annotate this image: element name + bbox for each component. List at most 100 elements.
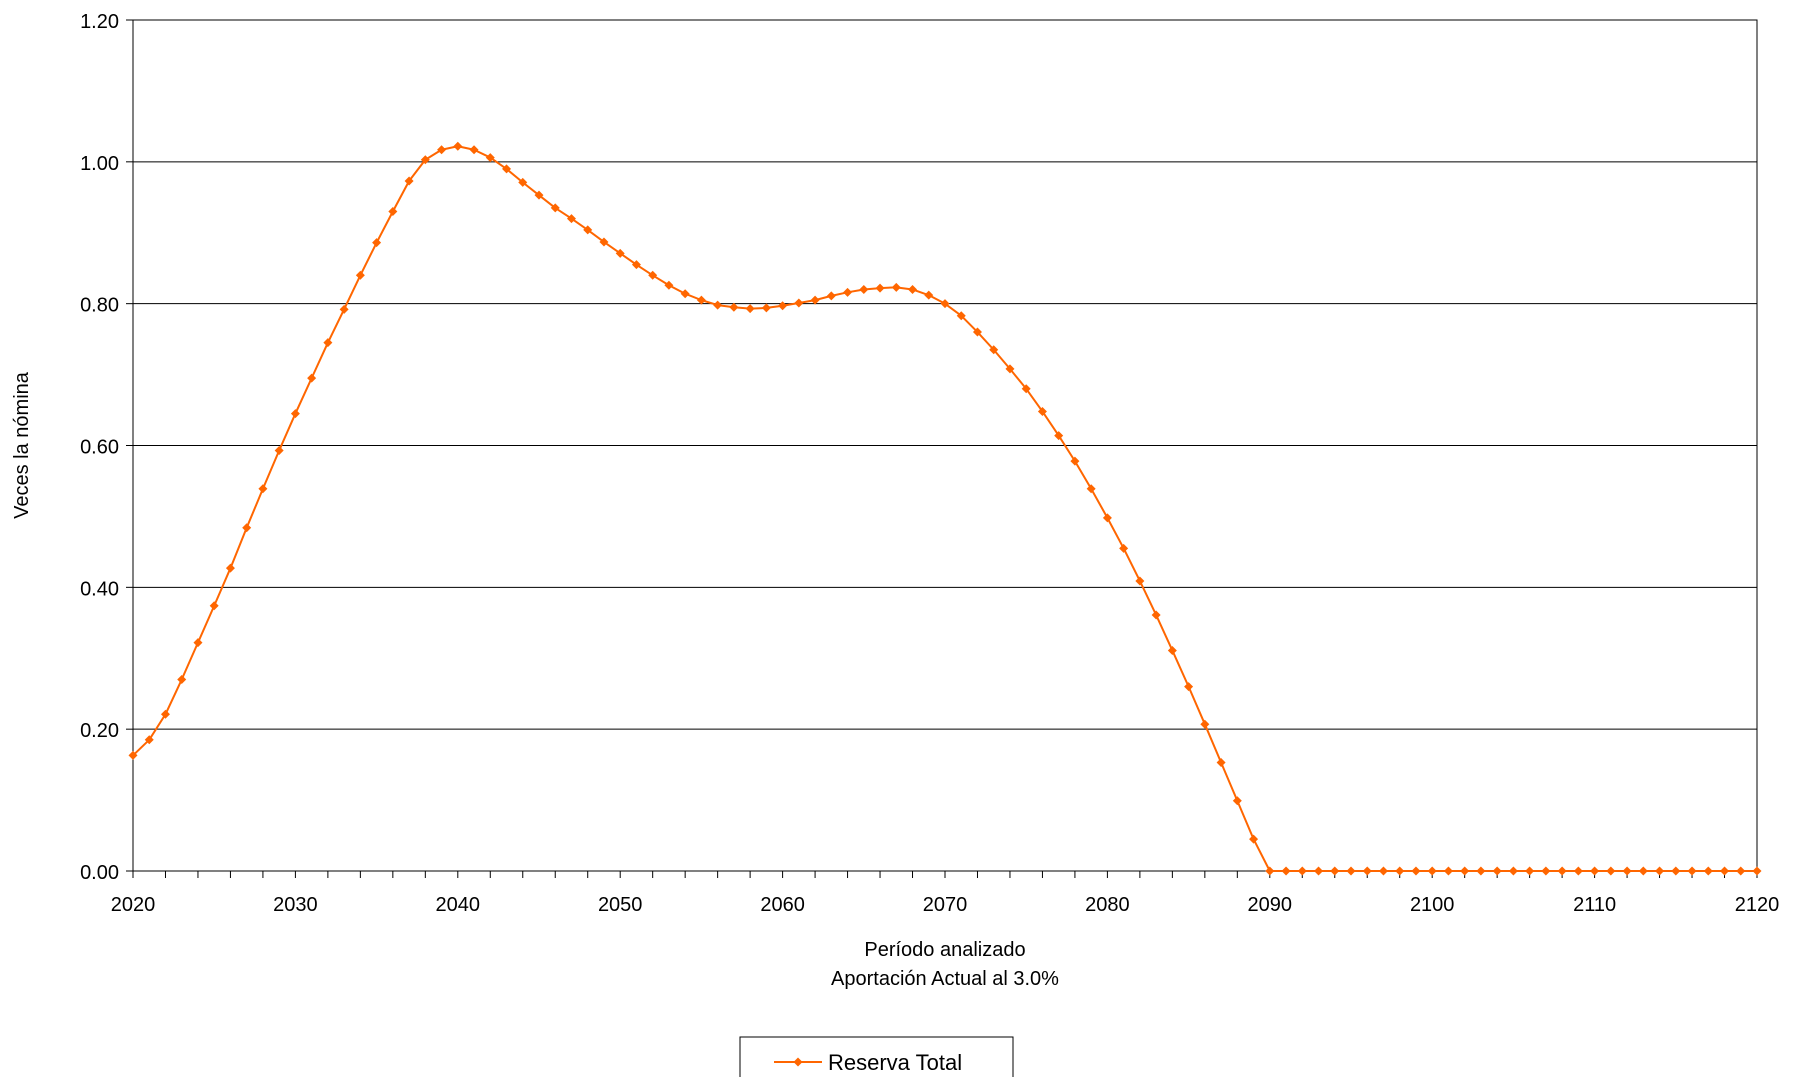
data-point-marker [599, 237, 609, 247]
data-point-marker [160, 709, 170, 719]
data-point-marker [502, 164, 512, 174]
y-tick-label: 1.00 [80, 153, 119, 175]
data-point-marker [1102, 513, 1112, 523]
y-axis-label: Veces la nómina [11, 371, 33, 519]
x-tick-label: 2080 [1085, 894, 1130, 916]
data-point-marker [1736, 866, 1746, 876]
data-point-marker [1443, 866, 1453, 876]
data-point-marker [485, 153, 495, 163]
data-point-marker [1265, 866, 1275, 876]
data-point-marker [1378, 866, 1388, 876]
data-point-marker [323, 338, 333, 348]
data-point-marker [469, 145, 479, 155]
x-tick-label: 2090 [1248, 894, 1293, 916]
data-point-marker [1167, 645, 1177, 655]
data-point-marker [1395, 866, 1405, 876]
data-point-marker [1070, 456, 1080, 466]
series-layer [128, 141, 1762, 876]
data-point-marker [696, 295, 706, 305]
data-point-marker [1249, 834, 1259, 844]
data-point-marker [1314, 866, 1324, 876]
data-point-marker [1671, 866, 1681, 876]
data-point-marker [1119, 543, 1129, 553]
y-tick-label: 1.20 [80, 11, 119, 33]
data-point-marker [372, 238, 382, 248]
data-point-marker [924, 290, 934, 300]
data-point-marker [1297, 866, 1307, 876]
data-point-marker [290, 409, 300, 419]
data-point-marker [680, 289, 690, 299]
data-point-marker [128, 750, 138, 760]
data-point-marker [1184, 682, 1194, 692]
data-point-marker [420, 155, 430, 165]
x-axis-label: Período analizado [864, 939, 1025, 961]
x-tick-label: 2040 [436, 894, 481, 916]
data-point-marker [1655, 866, 1665, 876]
data-point-marker [729, 302, 739, 312]
data-point-marker [388, 206, 398, 216]
data-point-marker [1281, 866, 1291, 876]
data-point-marker [242, 523, 252, 533]
data-point-marker [648, 270, 658, 280]
data-point-marker [1037, 406, 1047, 416]
data-point-marker [193, 638, 203, 648]
data-point-marker [810, 295, 820, 305]
data-point-marker [1460, 866, 1470, 876]
data-point-marker [144, 735, 154, 745]
data-point-marker [534, 190, 544, 200]
y-tick-label: 0.40 [80, 578, 119, 600]
data-point-marker [778, 301, 788, 311]
data-point-marker [1232, 796, 1242, 806]
data-point-marker [713, 300, 723, 310]
data-point-marker [989, 345, 999, 355]
data-point-marker [761, 303, 771, 313]
series-line [132, 145, 1757, 872]
data-point-marker [339, 304, 349, 314]
data-point-marker [1021, 384, 1031, 394]
data-point-marker [875, 283, 885, 293]
legend-series-marker [793, 1057, 803, 1067]
x-tick-label: 2060 [760, 894, 805, 916]
x-tick-label: 2070 [923, 894, 968, 916]
data-point-marker [1703, 866, 1713, 876]
data-point-marker [1492, 866, 1502, 876]
data-point-marker [1330, 866, 1340, 876]
data-point-marker [550, 203, 560, 213]
x-tick-label: 2110 [1573, 894, 1616, 916]
x-tick-label: 2120 [1735, 894, 1780, 916]
data-point-marker [1362, 866, 1372, 876]
data-point-marker [956, 311, 966, 321]
data-point-marker [1427, 866, 1437, 876]
data-point-marker [453, 141, 463, 151]
data-point-marker [940, 299, 950, 309]
data-point-marker [1086, 484, 1096, 494]
data-point-marker [404, 176, 414, 186]
data-point-marker [1525, 866, 1535, 876]
data-point-marker [859, 284, 869, 294]
data-point-marker [1638, 866, 1648, 876]
x-axis-sublabel: Aportación Actual al 3.0% [831, 968, 1059, 990]
data-point-marker [1606, 866, 1616, 876]
data-point-marker [1476, 866, 1486, 876]
data-point-marker [177, 675, 187, 685]
data-point-marker [437, 145, 447, 155]
data-point-marker [1541, 866, 1551, 876]
legend: Reserva Total [739, 1036, 1014, 1082]
x-tick-label: 2020 [111, 894, 156, 916]
data-point-marker [1005, 364, 1015, 374]
data-point-marker [1200, 719, 1210, 729]
y-tick-label: 0.00 [80, 862, 119, 884]
data-point-marker [307, 373, 317, 383]
data-point-marker [843, 287, 853, 297]
legend-series-name: Reserva Total [828, 1050, 962, 1075]
gridlines [133, 161, 1757, 730]
data-point-marker [1508, 866, 1518, 876]
data-point-marker [1151, 610, 1161, 620]
data-point-marker [1622, 866, 1632, 876]
data-point-marker [355, 270, 365, 280]
y-tick-label: 0.20 [80, 720, 119, 742]
y-tick-label: 0.60 [80, 437, 119, 459]
axes: 0.00 0.20 0.40 0.60 0.80 1.00 1.20 2020 2030 2040… [80, 11, 1779, 916]
data-point-marker [794, 298, 804, 308]
